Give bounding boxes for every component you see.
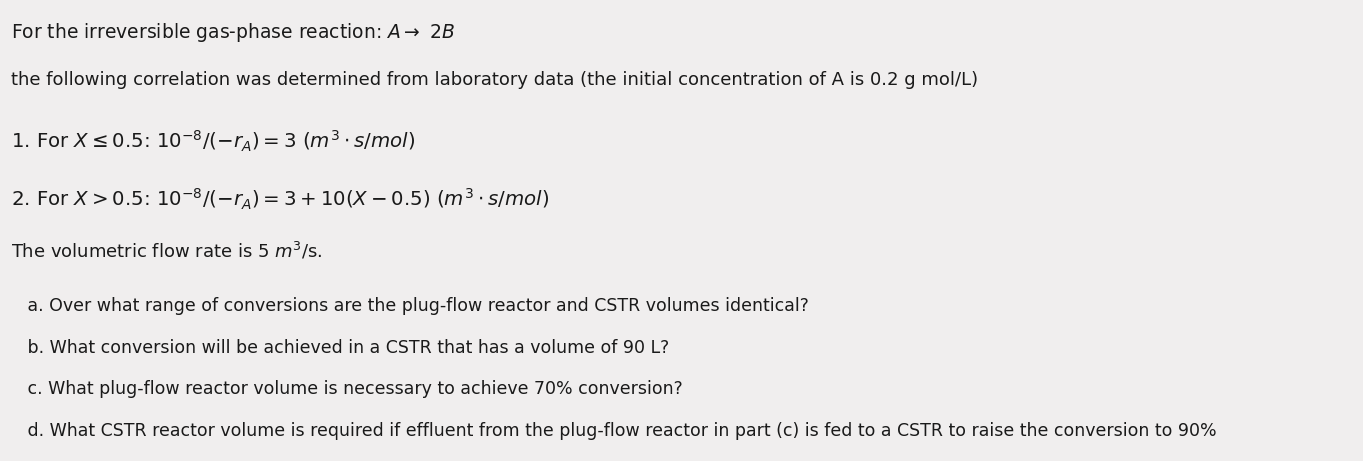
Text: a. Over what range of conversions are the plug-flow reactor and CSTR volumes ide: a. Over what range of conversions are th…: [11, 297, 808, 315]
Text: 2. For $X > 0.5$: $10^{-8}/(-r_A) = 3 + 10(X - 0.5)\ (m^3 \cdot s/mol)$: 2. For $X > 0.5$: $10^{-8}/(-r_A) = 3 + …: [11, 187, 549, 212]
Text: c. What plug-flow reactor volume is necessary to achieve 70% conversion?: c. What plug-flow reactor volume is nece…: [11, 380, 683, 398]
Text: b. What conversion will be achieved in a CSTR that has a volume of 90 L?: b. What conversion will be achieved in a…: [11, 339, 669, 357]
Text: The volumetric flow rate is 5 $m^3$/s.: The volumetric flow rate is 5 $m^3$/s.: [11, 241, 322, 262]
Text: the following correlation was determined from laboratory data (the initial conce: the following correlation was determined…: [11, 71, 979, 89]
Text: d. What CSTR reactor volume is required if effluent from the plug-flow reactor i: d. What CSTR reactor volume is required …: [11, 422, 1217, 440]
Text: 1. For $X \leq 0.5$: $10^{-8}/(-r_A) = 3\ (m^3 \cdot s/mol)$: 1. For $X \leq 0.5$: $10^{-8}/(-r_A) = 3…: [11, 129, 416, 154]
Text: For the irreversible gas-phase reaction: $A \rightarrow\ 2B$: For the irreversible gas-phase reaction:…: [11, 21, 455, 44]
